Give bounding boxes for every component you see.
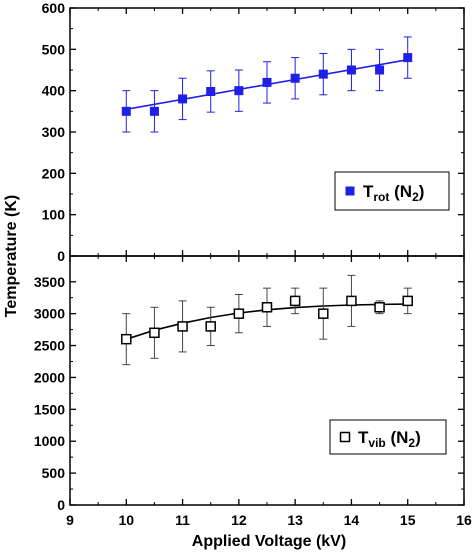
bottom-y-tick-label: 1500 xyxy=(34,401,65,417)
bottom-data-point xyxy=(121,333,132,345)
bottom-data-point xyxy=(346,295,357,307)
bottom-data-point xyxy=(205,321,216,332)
top-y-tick-label: 300 xyxy=(42,124,66,140)
top-y-tick-label: 400 xyxy=(42,83,66,99)
bottom-y-tick-label: 3000 xyxy=(34,306,65,322)
bottom-panel: 0 500 1000 1500 2000 2500 3000 3500 9 10 11 12 13 14 1… xyxy=(34,255,472,528)
top-data-point xyxy=(403,53,413,63)
top-legend-marker xyxy=(345,186,355,196)
bottom-y-tick-label: 500 xyxy=(42,465,66,481)
x-tick-label: 13 xyxy=(287,512,303,528)
y-axis-title: Temperature (K) xyxy=(3,195,20,317)
bottom-data-point xyxy=(374,302,385,313)
top-data-point xyxy=(375,65,385,75)
bottom-y-tick-label: 2000 xyxy=(34,369,65,385)
bottom-legend-label: Tvib (N2) xyxy=(358,428,421,450)
top-data-point xyxy=(318,69,328,79)
bottom-y-tick-label: 0 xyxy=(57,497,65,513)
top-data-point xyxy=(178,94,188,104)
x-tick-label: 9 xyxy=(66,512,74,528)
top-data-point xyxy=(262,77,272,87)
top-y-tick-label: 600 xyxy=(42,0,66,16)
bottom-data-point xyxy=(318,308,329,319)
x-tick-label: 12 xyxy=(231,512,247,528)
x-tick-label: 11 xyxy=(175,512,190,528)
bottom-data-point xyxy=(149,327,160,339)
top-y-tick-label: 200 xyxy=(42,165,66,181)
top-y-tick-label: 100 xyxy=(42,207,66,223)
top-data-point xyxy=(121,106,131,116)
top-data-point xyxy=(346,65,356,75)
x-tick-label: 10 xyxy=(118,512,134,528)
top-data-point xyxy=(149,106,159,116)
top-y-tick-label: 0 xyxy=(57,248,65,264)
top-panel: 0 100 200 300 400 500 600 Trot (N2) xyxy=(42,0,465,264)
bottom-y-tick-label: 1000 xyxy=(34,433,65,449)
x-tick-label: 16 xyxy=(456,512,472,528)
top-legend-label: Trot (N2) xyxy=(363,182,424,204)
bottom-y-tick-label: 3500 xyxy=(34,274,65,290)
bottom-data-point xyxy=(177,321,188,332)
top-data-point xyxy=(206,86,216,96)
bottom-data-point xyxy=(402,295,413,307)
bottom-legend-marker xyxy=(339,431,351,443)
bottom-data-point xyxy=(289,295,301,307)
bottom-data-point xyxy=(233,308,245,319)
bottom-data-point xyxy=(261,302,273,313)
x-axis-title: Applied Voltage (kV) xyxy=(192,533,346,550)
top-data-point xyxy=(290,73,300,83)
x-tick-label: 14 xyxy=(344,512,360,528)
bottom-y-tick-label: 2500 xyxy=(34,338,65,354)
x-tick-label: 15 xyxy=(400,512,416,528)
top-data-point xyxy=(234,86,244,96)
top-y-tick-label: 500 xyxy=(42,41,66,57)
